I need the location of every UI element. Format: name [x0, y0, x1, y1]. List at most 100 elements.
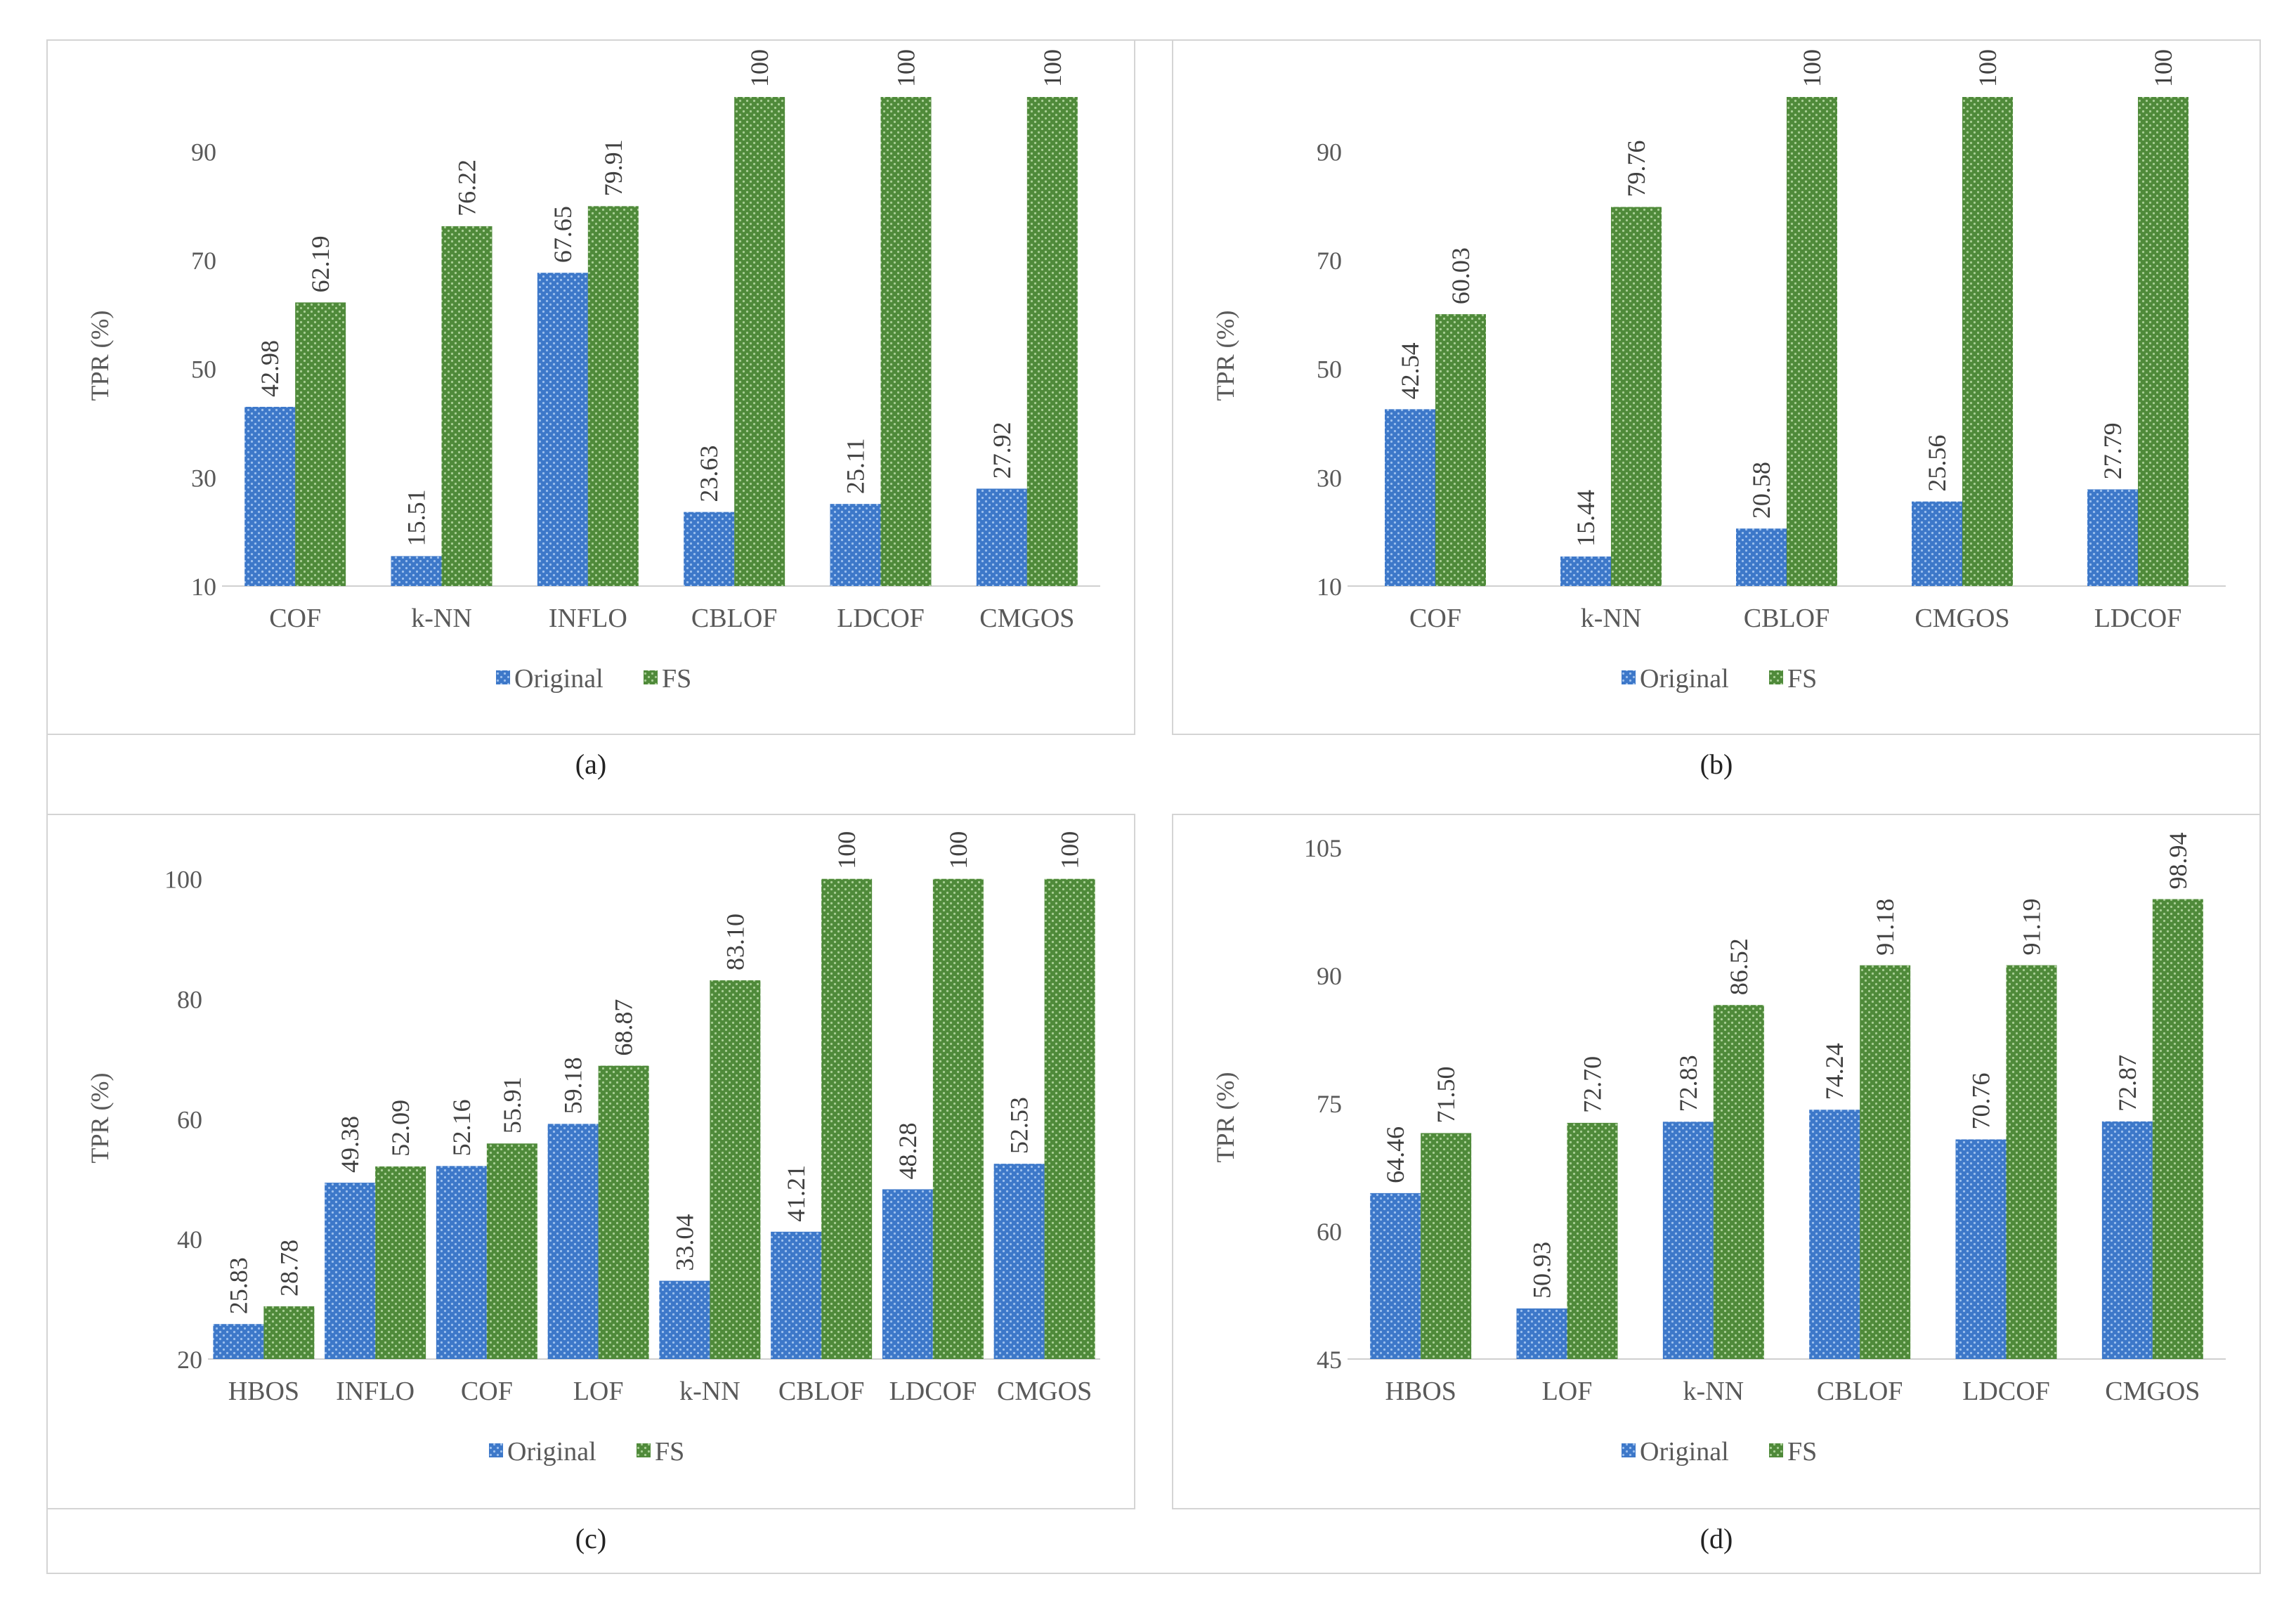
legend-fs-swatch-c	[637, 1443, 651, 1457]
data-label-original-b: 20.58	[1747, 462, 1775, 519]
data-label-original-c: 33.04	[670, 1214, 698, 1271]
data-label-original-a: 25.11	[842, 438, 870, 494]
bar-original-c	[659, 1280, 710, 1359]
x-category-label-d: CBLOF	[1817, 1377, 1903, 1406]
legend-fs-label-b: FS	[1787, 664, 1817, 694]
x-category-label-a: CMGOS	[979, 604, 1074, 633]
data-label-fs-a: 100	[1038, 49, 1067, 87]
bar-original-b	[1560, 556, 1611, 586]
data-label-fs-c: 68.87	[610, 999, 638, 1056]
data-label-fs-a: 100	[892, 49, 920, 87]
bar-fs-b	[2138, 97, 2189, 586]
y-tick-label-c: 60	[177, 1105, 202, 1133]
bar-fs-c	[1044, 878, 1095, 1359]
y-tick-label-d: 45	[1317, 1346, 1342, 1374]
panel-a: 10 30 50 70 90 TPR (%) 42.98 62.19 COF 15.51 76.22…	[46, 39, 1135, 780]
data-label-fs-a: 76.22	[453, 160, 481, 216]
y-tick-label-a: 90	[191, 138, 216, 166]
bar-original-a	[976, 488, 1027, 586]
bar-fs-d	[1567, 1122, 1618, 1359]
y-tick-label-d: 75	[1317, 1090, 1342, 1118]
legend-fs-label-c: FS	[655, 1437, 684, 1467]
y-tick-label-b: 90	[1317, 138, 1342, 166]
data-label-fs-b: 100	[2149, 49, 2177, 87]
chart-b: 10 30 50 70 90 TPR (%) 42.54 60.03 COF 15.44 79.76…	[1211, 49, 2226, 694]
y-tick-label-d: 60	[1317, 1218, 1342, 1246]
bar-fs-c	[486, 1143, 537, 1359]
data-label-fs-d: 71.50	[1432, 1066, 1460, 1123]
data-label-fs-d: 91.19	[2018, 899, 2046, 956]
data-label-fs-d: 86.52	[1725, 938, 1753, 995]
data-label-original-d: 64.46	[1381, 1126, 1409, 1183]
data-label-original-d: 72.87	[2113, 1055, 2141, 1112]
bar-original-d	[1662, 1122, 1714, 1359]
data-label-fs-a: 62.19	[306, 235, 334, 292]
bar-original-d	[2101, 1121, 2153, 1359]
x-category-label-b: LDCOF	[2094, 604, 2182, 633]
data-label-fs-d: 72.70	[1579, 1056, 1607, 1113]
bar-original-c	[882, 1189, 933, 1359]
bar-fs-a	[295, 302, 346, 586]
y-tick-label-b: 30	[1317, 464, 1342, 492]
legend-original-swatch-a	[496, 670, 510, 684]
legend-fs-label-a: FS	[662, 664, 691, 694]
x-category-label-d: LDCOF	[1962, 1377, 2050, 1406]
y-tick-label-b: 10	[1317, 573, 1342, 601]
bar-original-b	[2087, 489, 2138, 586]
bar-original-d	[1516, 1308, 1567, 1359]
x-category-label-a: COF	[269, 604, 321, 633]
y-axis-label-d: TPR (%)	[1211, 1072, 1239, 1163]
x-category-label-b: k-NN	[1581, 604, 1642, 633]
data-label-original-a: 15.51	[403, 489, 431, 546]
data-label-original-c: 48.28	[894, 1122, 922, 1179]
legend-original-label-c: Original	[507, 1437, 596, 1467]
data-label-fs-c: 55.91	[498, 1077, 526, 1133]
bar-fs-d	[2152, 899, 2203, 1359]
chart-a: 10 30 50 70 90 TPR (%) 42.98 62.19 COF 15.51 76.22…	[86, 49, 1100, 694]
bar-original-a	[391, 556, 442, 586]
bar-original-a	[244, 406, 296, 586]
data-label-original-c: 49.38	[336, 1116, 364, 1173]
data-label-fs-b: 79.76	[1622, 141, 1650, 197]
y-tick-label-a: 30	[191, 464, 216, 492]
x-category-label-d: CMGOS	[2105, 1377, 2200, 1406]
bar-original-a	[537, 273, 588, 586]
x-category-label-a: CBLOF	[691, 604, 777, 633]
chart-box-b	[1172, 39, 2261, 735]
bar-original-a	[830, 504, 881, 586]
x-category-label-c: CBLOF	[778, 1377, 864, 1406]
bar-fs-d	[1860, 965, 1911, 1359]
data-label-original-d: 70.76	[1967, 1072, 1995, 1129]
y-tick-label-c: 80	[177, 986, 202, 1014]
legend-fs-swatch-d	[1769, 1443, 1783, 1457]
bar-fs-d	[1713, 1005, 1764, 1359]
legend-fs-label-d: FS	[1787, 1437, 1817, 1467]
x-category-label-c: HBOS	[228, 1377, 299, 1406]
data-label-original-c: 59.18	[559, 1057, 587, 1114]
data-label-fs-c: 52.09	[386, 1100, 415, 1157]
y-tick-label-b: 70	[1317, 247, 1342, 275]
bar-fs-a	[734, 97, 785, 586]
bar-fs-c	[598, 1065, 649, 1359]
y-tick-label-d: 90	[1317, 962, 1342, 990]
bar-original-d	[1370, 1192, 1421, 1359]
data-label-original-c: 41.21	[782, 1165, 810, 1222]
x-category-label-b: CMGOS	[1915, 604, 2009, 633]
data-label-original-d: 50.93	[1528, 1242, 1556, 1299]
data-label-original-d: 72.83	[1674, 1055, 1702, 1112]
bar-original-d	[1955, 1139, 2007, 1359]
bar-original-c	[547, 1124, 599, 1359]
bar-fs-c	[375, 1166, 426, 1359]
data-label-fs-d: 91.18	[1871, 899, 1899, 956]
y-tick-label-c: 100	[164, 866, 202, 894]
panel-d: 45 60 75 90 105 TPR (%) 64.46 71.50 HBOS 50.93 72.…	[1172, 814, 2261, 1559]
y-tick-label-d: 105	[1304, 834, 1342, 862]
chart-c: 20 40 60 80 100 TPR (%) 25.83 28.78 HBOS 49.38 52.…	[86, 831, 1100, 1467]
bar-fs-c	[710, 980, 761, 1359]
data-label-original-b: 15.44	[1572, 490, 1600, 547]
panel-b: 10 30 50 70 90 TPR (%) 42.54 60.03 COF 15.44 79.76…	[1172, 39, 2261, 780]
y-tick-label-c: 40	[177, 1226, 202, 1254]
x-category-label-d: LOF	[1542, 1377, 1593, 1406]
data-label-original-b: 25.56	[1923, 435, 1951, 492]
x-category-label-c: INFLO	[336, 1377, 415, 1406]
